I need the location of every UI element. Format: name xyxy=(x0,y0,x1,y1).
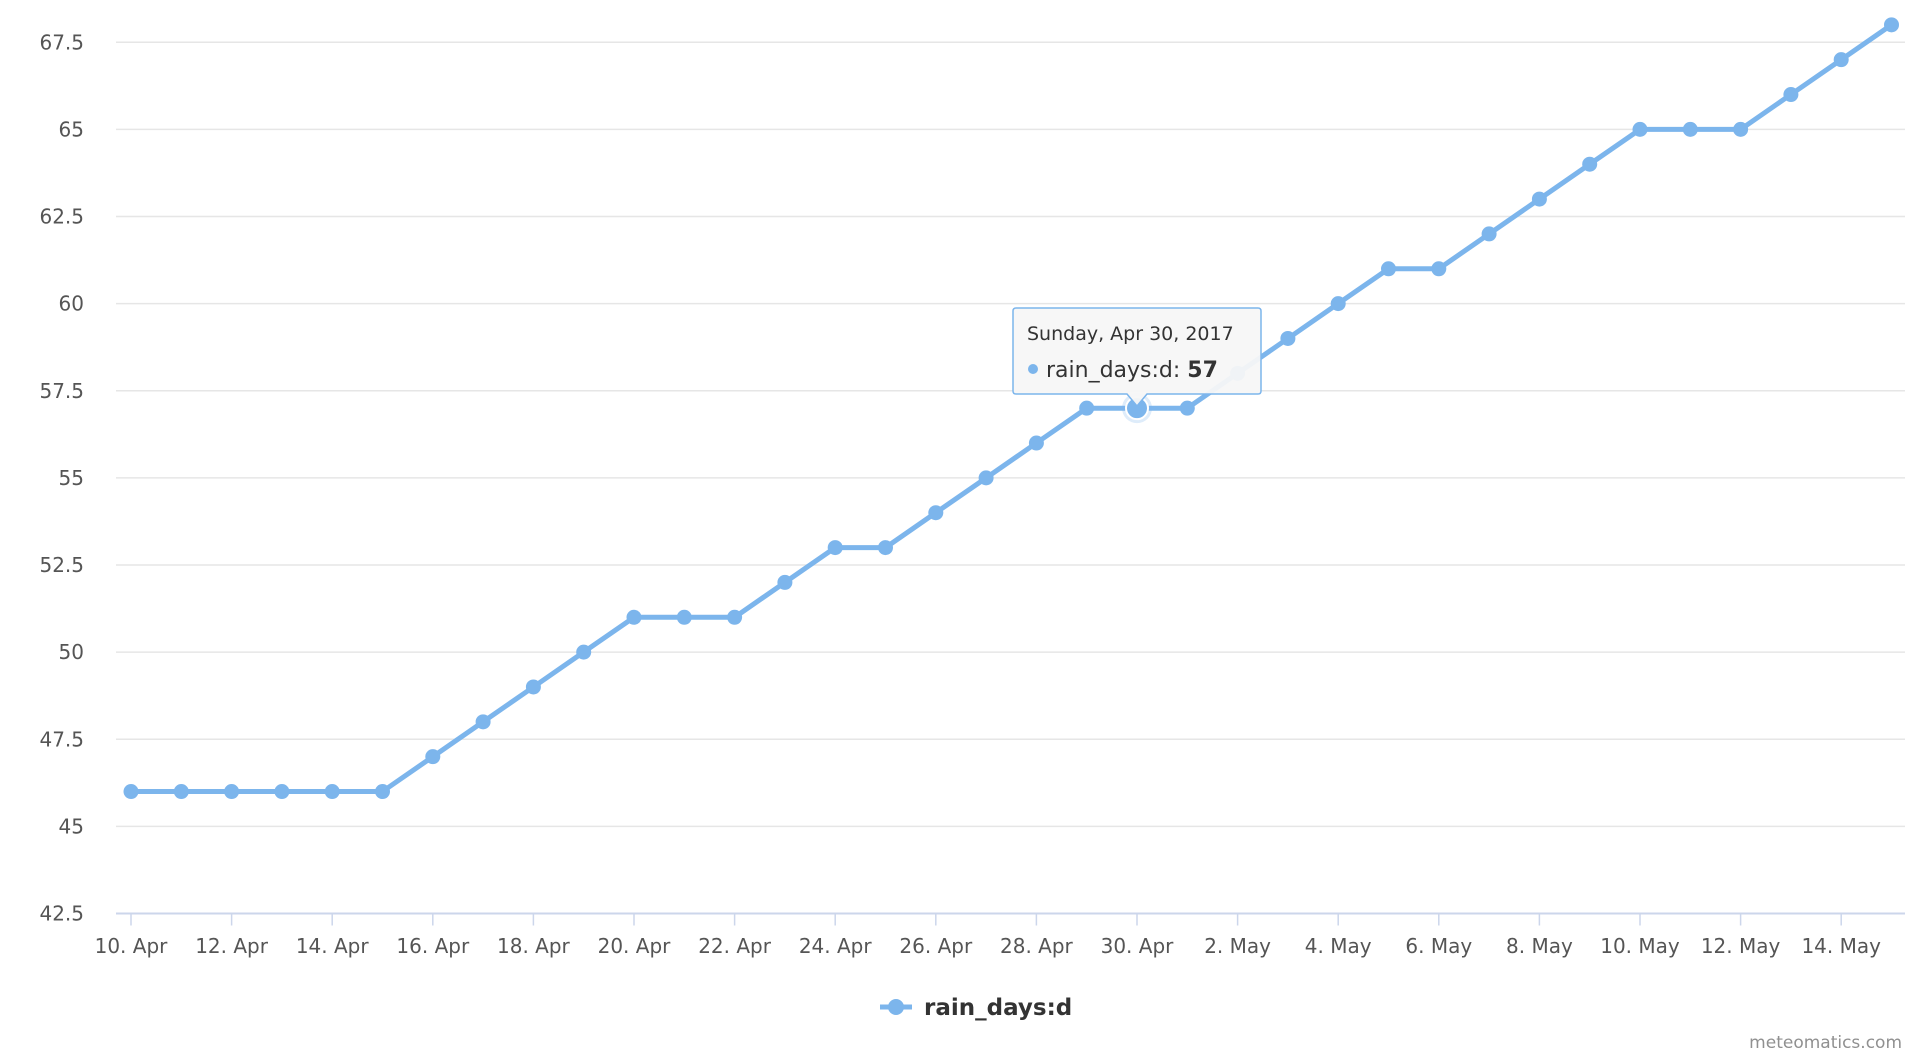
tooltip-series-name: rain_days:d xyxy=(1046,358,1173,383)
y-tick-label: 55 xyxy=(59,466,84,490)
x-tick-label: 22. Apr xyxy=(698,934,772,958)
data-point xyxy=(1381,261,1396,277)
tooltip-series-dot xyxy=(1028,364,1038,374)
legend-label[interactable]: rain_days:d xyxy=(924,995,1072,1021)
data-point xyxy=(274,784,290,800)
x-tick-label: 12. May xyxy=(1701,934,1781,958)
tooltip-series-line: rain_days:d: 57 xyxy=(1046,358,1218,383)
x-axis-ticks xyxy=(130,913,1842,926)
data-point xyxy=(827,540,843,556)
data-point xyxy=(878,540,893,556)
y-tick-label: 52.5 xyxy=(39,553,84,577)
data-point xyxy=(1582,156,1598,172)
tooltip-box xyxy=(1012,307,1262,408)
x-tick-label: 8. May xyxy=(1506,934,1573,958)
x-tick-label: 18. Apr xyxy=(497,934,571,958)
x-tick-label: 12. Apr xyxy=(195,934,269,958)
data-point xyxy=(1884,17,1899,33)
tooltip-series-value: 57 xyxy=(1187,358,1218,383)
y-tick-label: 57.5 xyxy=(39,379,84,403)
x-tick-label: 4. May xyxy=(1305,934,1372,958)
tooltip-date: Sunday, Apr 30, 2017 xyxy=(1027,323,1234,345)
data-point xyxy=(224,784,240,800)
data-point xyxy=(1531,191,1547,207)
data-point xyxy=(1079,400,1095,416)
y-tick-label: 65 xyxy=(59,117,84,141)
data-point xyxy=(525,679,541,695)
data-point xyxy=(1179,400,1195,416)
y-tick-label: 67.5 xyxy=(39,30,84,54)
x-tick-label: 14. May xyxy=(1801,934,1881,958)
x-axis-labels: 10. Apr 12. Apr 14. Apr 16. Apr 18. Apr 20. A… xyxy=(95,934,1882,958)
legend[interactable]: rain_days:d xyxy=(880,995,1072,1021)
y-tick-label: 60 xyxy=(59,292,84,316)
data-point xyxy=(978,470,994,486)
data-point xyxy=(727,609,743,625)
data-point xyxy=(1431,261,1447,277)
data-point xyxy=(1481,226,1497,242)
x-tick-label: 10. May xyxy=(1600,934,1680,958)
x-tick-label: 26. Apr xyxy=(899,934,973,958)
data-point xyxy=(1733,121,1749,137)
x-tick-label: 14. Apr xyxy=(296,934,370,958)
x-tick-label: 24. Apr xyxy=(799,934,873,958)
credits[interactable]: meteomatics.com xyxy=(1749,1033,1902,1053)
data-point xyxy=(475,714,491,730)
x-tick-label: 30. Apr xyxy=(1101,934,1175,958)
data-point xyxy=(425,749,441,765)
data-point xyxy=(123,784,139,800)
data-point xyxy=(173,784,189,800)
x-tick-label: 28. Apr xyxy=(1000,934,1074,958)
y-tick-label: 47.5 xyxy=(39,727,84,751)
data-point xyxy=(928,505,944,521)
data-point xyxy=(576,644,592,660)
data-point xyxy=(1783,87,1799,103)
data-point xyxy=(1028,435,1044,451)
grid-lines xyxy=(116,41,1905,828)
legend-symbol-marker xyxy=(888,999,904,1015)
x-tick-label: 10. Apr xyxy=(95,934,169,958)
y-tick-label: 42.5 xyxy=(39,902,84,926)
data-point xyxy=(626,609,642,625)
y-axis-labels: 42.5 45 47.5 50 52.5 55 57.5 60 62.5 65 67.5 xyxy=(39,30,84,925)
tooltip: Sunday, Apr 30, 2017 rain_days:d: 57 xyxy=(1012,307,1262,408)
data-point xyxy=(777,574,793,590)
x-tick-label: 2. May xyxy=(1204,934,1271,958)
data-point xyxy=(375,784,390,800)
data-point xyxy=(676,609,692,625)
y-tick-label: 45 xyxy=(59,814,84,838)
x-tick-label: 16. Apr xyxy=(396,934,470,958)
data-point xyxy=(324,784,340,800)
x-tick-label: 20. Apr xyxy=(598,934,672,958)
series-line xyxy=(128,22,1894,794)
tooltip-series-separator: : xyxy=(1173,358,1187,383)
x-tick-label: 6. May xyxy=(1405,934,1472,958)
y-tick-label: 50 xyxy=(59,640,84,664)
data-point xyxy=(1330,296,1346,312)
data-point xyxy=(1280,330,1296,346)
data-point xyxy=(1682,121,1698,137)
y-tick-label: 62.5 xyxy=(39,205,84,229)
data-point xyxy=(1632,121,1648,137)
data-point xyxy=(1833,52,1849,68)
